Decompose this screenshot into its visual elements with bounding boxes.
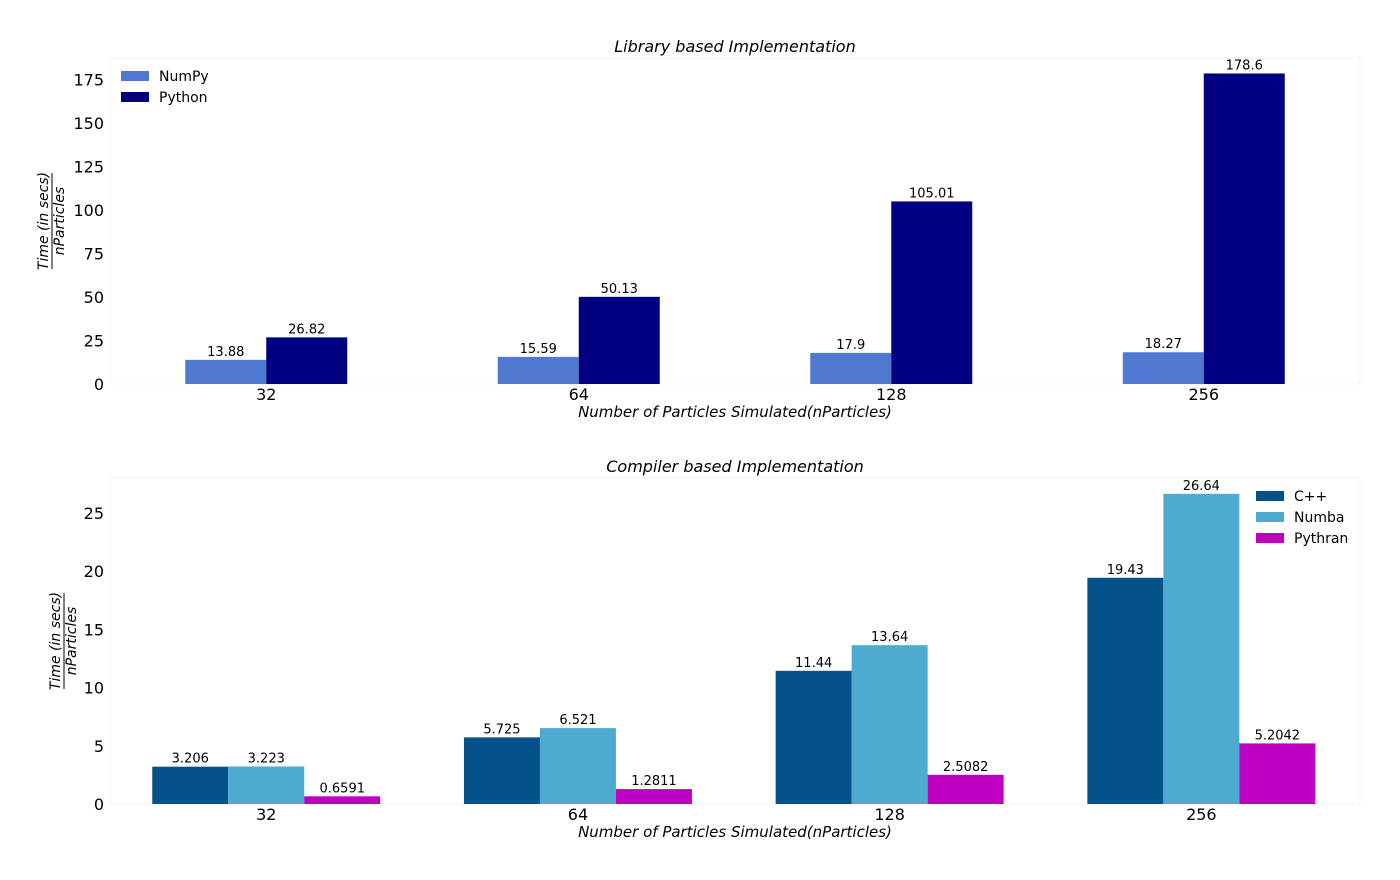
y-tick-label: 10: [84, 679, 104, 698]
y-tick-label: 25: [84, 332, 104, 351]
y-tick-label: 100: [73, 201, 104, 220]
chart-title: Library based Implementation: [614, 37, 855, 56]
bar-value-label: 18.27: [1145, 337, 1182, 352]
bar-value-label: 5.725: [483, 722, 520, 737]
library-chart: Library based Implementation 0 25 50 75 100 12…: [36, 37, 1361, 421]
bar-value-label: 2.5082: [943, 760, 989, 775]
bar-pythran-32: [304, 796, 381, 804]
chart-title: Compiler based Implementation: [606, 457, 864, 476]
bar-value-label: 3.206: [172, 752, 209, 767]
bar-python-32: [266, 337, 348, 384]
x-axis-label: Number of Particles Simulated(nParticles…: [578, 403, 892, 421]
legend-swatch-pythran: [1256, 533, 1284, 543]
y-tick-label: 0: [94, 795, 104, 814]
x-tick-label: 128: [874, 805, 905, 824]
x-tick-label: 32: [256, 805, 276, 824]
y-label-numerator: Time (in secs): [48, 592, 64, 690]
y-tick-label: 0: [94, 375, 104, 394]
y-tick-label: 5: [94, 737, 104, 756]
y-tick-label: 75: [84, 245, 104, 264]
y-tick-label: 50: [84, 288, 104, 307]
bar-value-label: 26.82: [288, 322, 325, 337]
bar-value-label: 13.64: [871, 630, 908, 645]
y-label-denominator: nParticles: [52, 187, 68, 256]
bar-numba-32: [228, 766, 305, 804]
bar-value-label: 1.2811: [631, 774, 677, 789]
bar-pythran-128: [927, 774, 1004, 804]
bar-pythran-64: [615, 789, 692, 804]
y-tick-label: 20: [84, 562, 104, 581]
bar-numpy-128: [810, 352, 892, 384]
y-tick-label: 175: [73, 71, 104, 90]
bar-value-label: 13.88: [207, 345, 244, 360]
bar-c-128: [775, 670, 852, 804]
x-tick-label: 64: [569, 385, 589, 404]
legend-label: Numba: [1294, 510, 1344, 526]
bar-value-label: 15.59: [520, 342, 557, 357]
plot-frame: [109, 477, 1361, 805]
legend-label: Pythran: [1294, 531, 1348, 547]
plot-frame: [109, 57, 1361, 385]
bar-python-128: [891, 201, 973, 384]
x-tick-label: 128: [876, 385, 907, 404]
bar-c-32: [152, 766, 229, 804]
x-axis-label: Number of Particles Simulated(nParticles…: [578, 823, 892, 841]
bar-value-label: 105.01: [909, 186, 955, 201]
y-tick-label: 125: [73, 158, 104, 177]
bar-value-label: 50.13: [601, 282, 638, 297]
legend-swatch-numpy: [121, 71, 149, 81]
bar-c-64: [463, 737, 540, 804]
bar-value-label: 11.44: [795, 656, 832, 671]
bar-value-label: 19.43: [1107, 563, 1144, 578]
x-tick-label: 256: [1186, 805, 1217, 824]
bar-numba-256: [1163, 493, 1240, 804]
legend-label: Python: [159, 90, 208, 106]
bar-c-256: [1087, 577, 1164, 804]
legend-swatch-c: [1256, 491, 1284, 501]
bar-value-label: 178.6: [1226, 58, 1263, 73]
y-axis-label: Time (in secs) nParticles: [36, 172, 68, 270]
y-axis-label: Time (in secs) nParticles: [48, 592, 80, 690]
y-tick-label: 150: [73, 114, 104, 133]
legend-swatch-numba: [1256, 512, 1284, 522]
bar-value-label: 17.9: [836, 338, 865, 353]
bar-numpy-64: [497, 356, 579, 384]
bar-value-label: 3.223: [248, 751, 285, 766]
legend-label: C++: [1294, 489, 1327, 505]
compiler-chart: Compiler based Implementation 0 5 10 15 20 25 T…: [48, 457, 1361, 841]
bar-numpy-32: [185, 359, 267, 384]
bar-value-label: 26.64: [1183, 479, 1220, 494]
x-tick-label: 256: [1188, 385, 1219, 404]
y-tick-label: 15: [84, 620, 104, 639]
bar-numba-128: [851, 645, 928, 804]
bar-python-256: [1203, 73, 1285, 385]
legend-label: NumPy: [159, 69, 209, 85]
bar-numba-64: [539, 728, 616, 804]
bar-value-label: 6.521: [559, 713, 596, 728]
y-label-numerator: Time (in secs): [36, 172, 52, 270]
y-label-denominator: nParticles: [64, 607, 80, 676]
legend-swatch-python: [121, 92, 149, 102]
bar-value-label: 5.2042: [1255, 728, 1301, 743]
x-tick-label: 32: [256, 385, 276, 404]
y-tick-label: 25: [84, 504, 104, 523]
bar-numpy-256: [1122, 352, 1204, 384]
bar-pythran-256: [1239, 743, 1316, 804]
bar-python-64: [578, 296, 660, 384]
x-tick-label: 64: [568, 805, 588, 824]
bar-value-label: 0.6591: [320, 781, 366, 796]
